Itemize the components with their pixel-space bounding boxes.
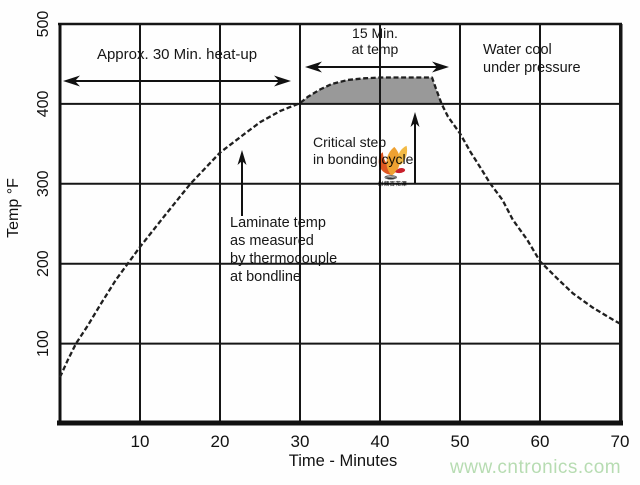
temp-curve — [58, 76, 621, 378]
x-tick-label: 40 — [371, 432, 390, 451]
x-tick-label: 60 — [531, 432, 550, 451]
y-tick-label: 200 — [35, 250, 52, 277]
red-swoosh-icon — [395, 167, 406, 174]
annotation-laminate-temp: Laminate temp as measured by thermocoupl… — [230, 215, 338, 285]
laminate-pointer-arrow-head — [237, 150, 247, 165]
logo-lens-icon — [384, 175, 398, 180]
x-tick-label: 70 — [611, 432, 630, 451]
y-tick-label: 300 — [35, 170, 52, 197]
lens-streak — [388, 175, 395, 179]
x-tick-label: 30 — [291, 432, 310, 451]
annotation-at-temp: 15 Min. at temp — [351, 25, 399, 57]
x-tick-label: 20 — [211, 432, 230, 451]
heatup-range-arrow-head — [274, 75, 291, 87]
lens-streak — [384, 176, 397, 178]
critical-pointer-arrow-head — [410, 112, 420, 127]
flame-petal-main-icon — [386, 146, 400, 176]
heatup-range-arrow-head — [63, 75, 80, 87]
y-axis-title: Temp °F — [5, 178, 22, 238]
site-watermark: www.cntronics.com — [450, 457, 622, 478]
y-tick-label: 500 — [35, 11, 52, 38]
brand-logo: 射频百花潭 — [377, 145, 408, 187]
annotation-heatup: Approx. 30 Min. heat-up — [96, 46, 258, 63]
logo-text: 射频百花潭 — [377, 179, 407, 187]
at-temp-range-arrow-head — [305, 61, 322, 73]
lens-streak — [386, 177, 396, 179]
flame-petal-right-icon — [397, 145, 408, 165]
y-tick-label: 400 — [35, 90, 52, 117]
x-tick-label: 10 — [131, 432, 150, 451]
x-axis-title: Time - Minutes — [288, 452, 398, 470]
at-temp-range-arrow-head — [432, 61, 449, 73]
x-tick-label: 50 — [451, 432, 470, 451]
y-tick-label: 100 — [35, 330, 52, 357]
annotation-water-cool: Water cool under pressure — [483, 42, 581, 76]
